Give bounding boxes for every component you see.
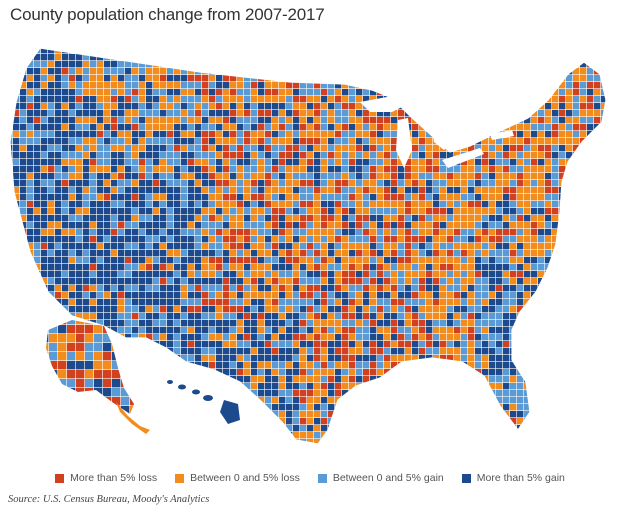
legend-swatch [461, 473, 471, 483]
county-choropleth-map [0, 30, 620, 455]
legend-swatch [317, 473, 327, 483]
legend-label: More than 5% gain [476, 472, 565, 484]
legend-item-more-than-5-loss: More than 5% loss [55, 470, 157, 486]
legend-swatch [55, 473, 65, 483]
legend-item-more-than-5-gain: More than 5% gain [461, 470, 565, 486]
us-outline [9, 47, 607, 445]
legend-item-0-to-5-gain: Between 0 and 5% gain [317, 470, 444, 486]
lake-huron [432, 126, 456, 150]
hawaii-islands [167, 380, 240, 424]
lake-superior [360, 96, 408, 112]
map-legend: More than 5% loss Between 0 and 5% loss … [0, 470, 620, 486]
alaska-panhandle [116, 402, 150, 434]
map-title: County population change from 2007-2017 [10, 5, 325, 24]
source-note: Source: U.S. Census Bureau, Moody's Anal… [8, 494, 210, 505]
lake-michigan [396, 118, 412, 168]
map-canvas [9, 47, 607, 445]
lake-ontario [490, 130, 514, 140]
lake-erie [442, 148, 484, 168]
legend-label: Between 0 and 5% loss [190, 472, 300, 484]
legend-label: Between 0 and 5% gain [332, 472, 444, 484]
legend-item-0-to-5-loss: Between 0 and 5% loss [175, 470, 300, 486]
legend-label: More than 5% loss [70, 472, 158, 484]
legend-swatch [175, 473, 185, 483]
